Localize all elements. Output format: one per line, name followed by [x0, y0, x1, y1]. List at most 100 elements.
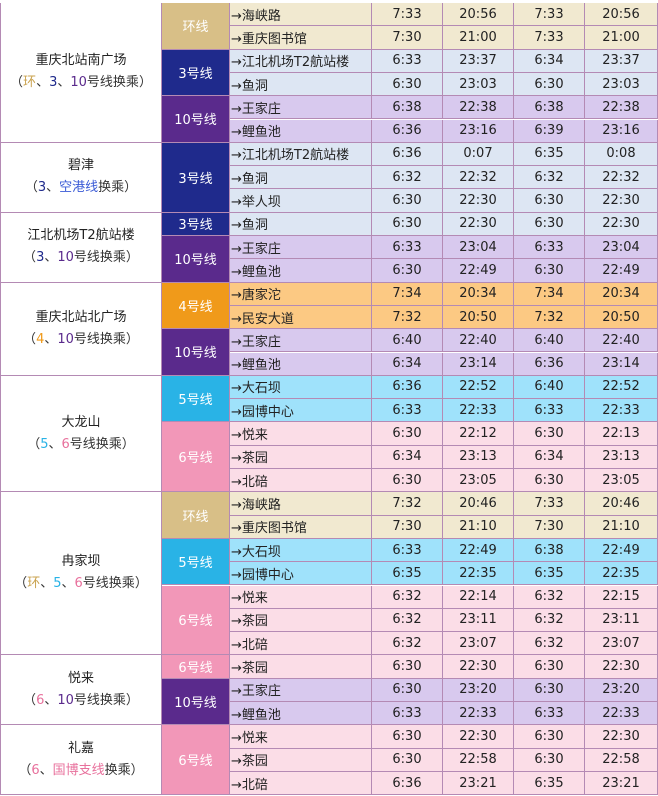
weekday-last-cell: 23:07 — [443, 632, 514, 656]
weekend-first-cell: 6:30 — [514, 725, 585, 749]
weekday-last-cell: 23:13 — [443, 445, 514, 469]
weekday-first-cell: 6:30 — [372, 748, 443, 772]
transfer-segment: 环 — [23, 75, 37, 91]
weekend-first-cell: 6:34 — [514, 445, 585, 469]
weekend-first-cell: 6:30 — [514, 678, 585, 702]
line-badge: 10号线 — [162, 236, 230, 283]
weekday-last-cell: 23:37 — [443, 49, 514, 73]
line-badge: 4号线 — [162, 282, 230, 330]
weekday-first-cell: 6:30 — [372, 189, 443, 213]
weekend-last-cell: 23:21 — [585, 771, 658, 796]
weekend-last-cell: 20:46 — [585, 492, 658, 516]
weekend-first-cell: 6:36 — [514, 352, 585, 376]
destination-cell: →海峡路 — [230, 3, 372, 27]
destination-cell: →王家庄 — [230, 329, 372, 353]
weekend-first-cell: 6:38 — [514, 538, 585, 563]
transfer-segment: 6 — [74, 576, 83, 592]
weekend-first-cell: 6:33 — [514, 399, 585, 423]
transfer-segment: 、 — [40, 576, 54, 592]
station-name: 重庆北站北广场 — [35, 309, 127, 325]
weekday-last-cell: 22:49 — [443, 538, 514, 563]
station-cell: 礼嘉 （6、国博支线换乘） — [0, 725, 162, 796]
destination-cell: →重庆图书馆 — [230, 515, 372, 539]
transfer-segment: 国博支线 — [52, 762, 105, 778]
destination-cell: →北碚 — [230, 771, 372, 796]
weekend-last-cell: 0:08 — [585, 142, 658, 167]
weekend-first-cell: 7:34 — [514, 282, 585, 306]
weekday-first-cell: 6:33 — [372, 702, 443, 726]
weekend-last-cell: 22:40 — [585, 329, 658, 353]
weekend-first-cell: 6:30 — [514, 72, 585, 97]
weekend-last-cell: 21:00 — [585, 26, 658, 50]
weekday-first-cell: 6:30 — [372, 725, 443, 749]
transfer-note: （3、空港线换乘） — [24, 180, 138, 196]
transfer-segment: 5 — [53, 576, 62, 592]
transfer-note: （6、国博支线换乘） — [18, 762, 144, 778]
transfer-segment: 6 — [61, 436, 70, 452]
transfer-segment: 、 — [48, 436, 62, 452]
weekend-first-cell: 6:33 — [514, 236, 585, 260]
destination-cell: →江北机场T2航站楼 — [230, 49, 372, 73]
transfer-segment: 6 — [36, 692, 45, 708]
station-name: 悦来 — [67, 670, 94, 686]
weekend-last-cell: 22:33 — [585, 702, 658, 726]
weekday-last-cell: 20:50 — [443, 305, 514, 330]
weekday-first-cell: 6:32 — [372, 632, 443, 656]
transfer-note: （4、10号线换乘） — [23, 331, 139, 347]
weekday-last-cell: 23:11 — [443, 608, 514, 633]
weekend-last-cell: 20:34 — [585, 282, 658, 306]
line-badge: 5号线 — [162, 538, 230, 586]
weekend-first-cell: 6:30 — [514, 259, 585, 283]
weekday-first-cell: 6:30 — [372, 655, 443, 679]
weekend-last-cell: 20:50 — [585, 305, 658, 330]
transfer-segment: 环 — [27, 576, 41, 592]
weekend-last-cell: 22:33 — [585, 399, 658, 423]
weekday-last-cell: 22:40 — [443, 329, 514, 353]
station-cell: 大龙山 （5、6号线换乘） — [0, 375, 162, 493]
destination-cell: →王家庄 — [230, 96, 372, 120]
destination-cell: →王家庄 — [230, 236, 372, 260]
weekday-last-cell: 22:12 — [443, 422, 514, 446]
weekend-last-cell: 22:30 — [585, 212, 658, 236]
transfer-segment: 号线换乘 — [73, 331, 126, 347]
destination-cell: →鲤鱼池 — [230, 352, 372, 376]
transfer-segment: 号线换乘 — [69, 436, 122, 452]
transfer-segment: 10 — [57, 331, 74, 347]
weekend-last-cell: 23:14 — [585, 352, 658, 376]
weekend-first-cell: 6:35 — [514, 142, 585, 167]
destination-cell: →茶园 — [230, 445, 372, 469]
transfer-segment: 4 — [36, 331, 45, 347]
weekday-last-cell: 22:33 — [443, 702, 514, 726]
weekend-last-cell: 22:49 — [585, 259, 658, 283]
station-name: 礼嘉 — [67, 740, 94, 756]
transfer-segment: 、 — [44, 692, 58, 708]
transfer-segment: 号线换乘 — [73, 250, 126, 266]
transfer-note: （环、3、10号线换乘） — [10, 75, 152, 91]
station-cell: 碧津 （3、空港线换乘） — [0, 142, 162, 213]
weekend-last-cell: 23:37 — [585, 49, 658, 73]
destination-cell: →江北机场T2航站楼 — [230, 142, 372, 167]
destination-cell: →鲤鱼池 — [230, 259, 372, 283]
line-badge: 5号线 — [162, 375, 230, 423]
weekend-last-cell: 21:10 — [585, 515, 658, 539]
weekend-last-cell: 22:38 — [585, 96, 658, 120]
station-name: 江北机场T2航站楼 — [27, 228, 135, 244]
destination-cell: →茶园 — [230, 608, 372, 633]
transfer-segment: 3 — [49, 75, 58, 91]
weekend-last-cell: 22:52 — [585, 375, 658, 400]
station-cell: 重庆北站南广场 （环、3、10号线换乘） — [0, 3, 162, 143]
weekday-first-cell: 6:30 — [372, 212, 443, 236]
transfer-segment: 号线换乘 — [73, 692, 126, 708]
destination-cell: →北碚 — [230, 632, 372, 656]
transfer-segment: 、 — [61, 576, 75, 592]
line-badge: 10号线 — [162, 96, 230, 143]
line-badge: 6号线 — [162, 585, 230, 656]
transfer-segment: 、 — [46, 180, 60, 196]
weekend-first-cell: 6:32 — [514, 585, 585, 609]
weekday-first-cell: 6:36 — [372, 771, 443, 796]
weekend-first-cell: 6:30 — [514, 655, 585, 679]
weekend-last-cell: 22:30 — [585, 189, 658, 213]
weekday-first-cell: 6:32 — [372, 608, 443, 633]
transfer-note: （5、6号线换乘） — [27, 436, 135, 452]
